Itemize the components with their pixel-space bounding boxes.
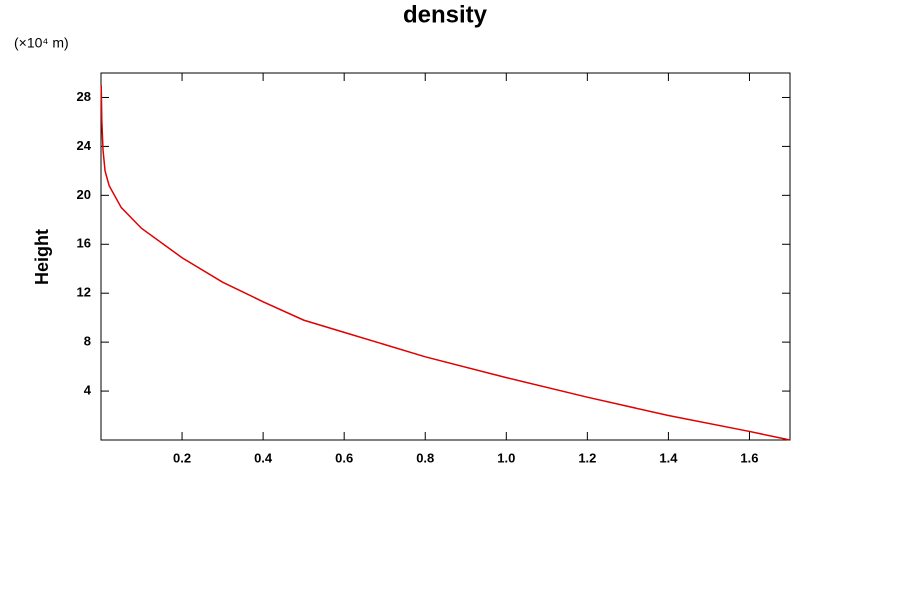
x-tick-label: 1.2 [578, 450, 596, 465]
y-tick-label: 8 [84, 334, 91, 349]
x-tick-label: 0.8 [416, 450, 434, 465]
data-line [100, 85, 791, 441]
x-tick-label: 1.4 [659, 450, 678, 465]
y-tick-label: 28 [77, 89, 91, 104]
x-tick-label: 0.4 [254, 450, 273, 465]
plot-frame [100, 72, 791, 441]
y-tick-label: 20 [77, 187, 91, 202]
y-tick-label: 12 [77, 285, 91, 300]
y-tick-label: 16 [77, 236, 91, 251]
y-tick-label: 4 [84, 383, 92, 398]
x-tick-label: 0.6 [335, 450, 353, 465]
x-tick-label: 0.2 [173, 450, 191, 465]
y-unit: (×10⁴ m) [14, 35, 69, 51]
chart-title: density [403, 1, 488, 28]
x-tick-label: 1.6 [740, 450, 758, 465]
y-tick-label: 24 [77, 138, 92, 153]
x-tick-label: 1.0 [497, 450, 515, 465]
y-axis-label: Height [32, 229, 52, 285]
